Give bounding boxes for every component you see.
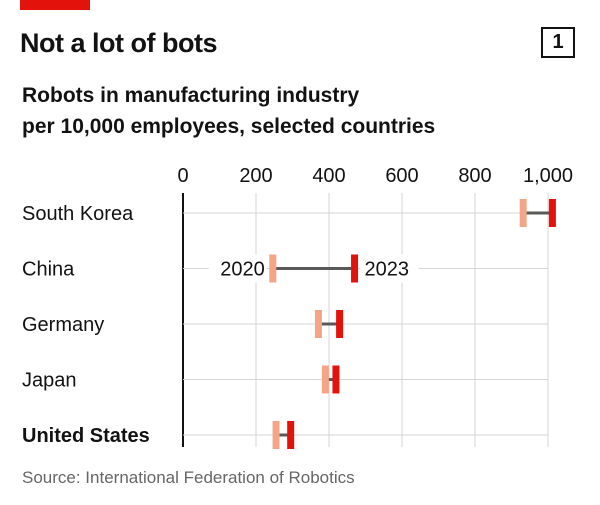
- annotation-2023-china: 2023: [365, 259, 410, 281]
- category-label-china: China: [22, 259, 75, 281]
- source-note: Source: International Federation of Robo…: [22, 468, 355, 487]
- marker-2020-united-states: [272, 421, 280, 449]
- x-tick-label-1000: 1,000: [523, 165, 573, 187]
- x-tick-label-200: 200: [239, 165, 272, 187]
- subtitle-line-1: Robots in manufacturing industry: [22, 84, 360, 107]
- x-tick-label-0: 0: [177, 165, 188, 187]
- marker-2023-united-states: [287, 421, 295, 449]
- marker-2023-china: [351, 254, 359, 283]
- marker-2020-south-korea: [519, 199, 527, 227]
- chart-title: Not a lot of bots: [20, 28, 217, 58]
- category-label-south-korea: South Korea: [22, 203, 134, 225]
- category-label-japan: Japan: [22, 370, 77, 392]
- marker-2020-japan: [321, 365, 329, 394]
- x-tick-label-600: 600: [385, 165, 418, 187]
- x-tick-label-400: 400: [312, 165, 345, 187]
- marker-2020-germany: [314, 310, 322, 338]
- chart-subtitle: Robots in manufacturing industry per 10,…: [22, 80, 435, 142]
- marker-2023-japan: [332, 365, 340, 394]
- chart-number-badge: 1: [541, 27, 575, 58]
- x-tick-label-800: 800: [458, 165, 491, 187]
- annotation-bg-2020: [208, 254, 267, 283]
- category-label-united-states: United States: [22, 425, 150, 447]
- annotation-bg-2023: [360, 254, 419, 283]
- marker-2020-china: [269, 254, 277, 283]
- marker-2023-germany: [336, 310, 344, 338]
- annotation-2020-china: 2020: [220, 259, 265, 281]
- category-label-germany: Germany: [22, 314, 104, 336]
- marker-2023-south-korea: [548, 199, 556, 227]
- subtitle-line-2: per 10,000 employees, selected countries: [22, 115, 436, 138]
- brand-accent-bar: [20, 0, 90, 10]
